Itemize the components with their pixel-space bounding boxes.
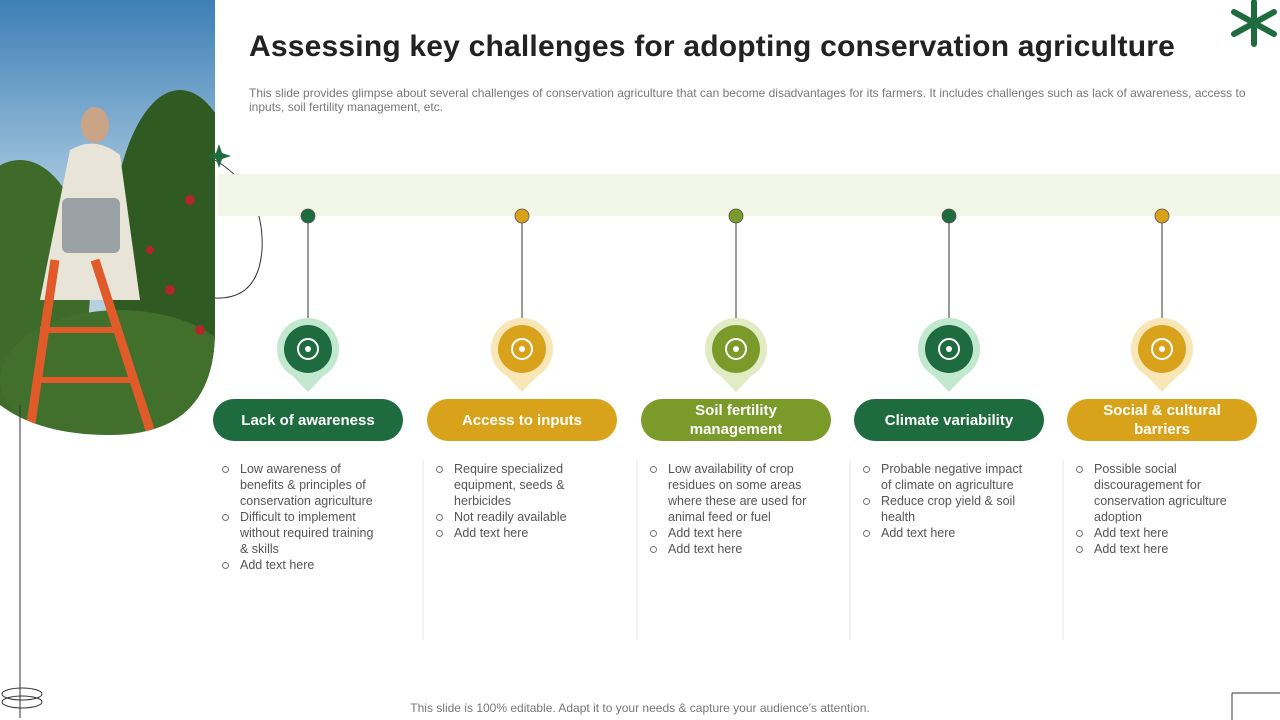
bullet-item: Difficult to implement without required … — [222, 509, 382, 557]
bullet-item: Add text here — [1076, 541, 1236, 557]
bullet-item: Possible social discouragement for conse… — [1076, 461, 1236, 525]
bullet-list: Possible social discouragement for conse… — [1076, 461, 1236, 557]
bullet-item: Low availability of crop residues on som… — [650, 461, 810, 525]
bullet-list: Require specialized equipment, seeds & h… — [436, 461, 596, 541]
bullet-item: Add text here — [222, 557, 382, 573]
bullet-item: Not readily available — [436, 509, 596, 525]
bullet-item: Require specialized equipment, seeds & h… — [436, 461, 596, 509]
icon-glyph-dot — [733, 346, 739, 352]
footer: This slide is 100% editable. Adapt it to… — [410, 701, 870, 715]
icon-glyph — [1151, 338, 1173, 360]
icon-glyph-dot — [1159, 346, 1165, 352]
title: Assessing key challenges for adopting co… — [249, 30, 1175, 63]
icon-glyph-dot — [519, 346, 525, 352]
timeline-dot — [728, 208, 744, 224]
icon-glyph — [511, 338, 533, 360]
column-title: Social & cultural barriers — [1067, 399, 1257, 441]
bullet-item: Probable negative impact of climate on a… — [863, 461, 1023, 493]
icon-glyph-dot — [946, 346, 952, 352]
bullet-list: Low awareness of benefits & principles o… — [222, 461, 382, 573]
timeline-dot — [941, 208, 957, 224]
bullet-item: Add text here — [1076, 525, 1236, 541]
column-title: Lack of awareness — [213, 399, 403, 441]
photo — [0, 0, 215, 435]
column-title: Access to inputs — [427, 399, 617, 441]
bullet-item: Add text here — [436, 525, 596, 541]
bullet-item: Low awareness of benefits & principles o… — [222, 461, 382, 509]
timeline-dot — [300, 208, 316, 224]
bullet-item: Add text here — [650, 541, 810, 557]
column-title: Climate variability — [854, 399, 1044, 441]
timeline-dot — [514, 208, 530, 224]
icon-glyph — [725, 338, 747, 360]
column-title: Soil fertility management — [641, 399, 831, 441]
subtitle: This slide provides glimpse about severa… — [249, 86, 1246, 114]
icon-glyph-dot — [305, 346, 311, 352]
timeline-dot — [1154, 208, 1170, 224]
bullet-list: Probable negative impact of climate on a… — [863, 461, 1023, 541]
bullet-item: Add text here — [650, 525, 810, 541]
icon-glyph — [297, 338, 319, 360]
bullet-item: Add text here — [863, 525, 1023, 541]
bullet-list: Low availability of crop residues on som… — [650, 461, 810, 557]
icon-glyph — [938, 338, 960, 360]
bullet-item: Reduce crop yield & soil health — [863, 493, 1023, 525]
